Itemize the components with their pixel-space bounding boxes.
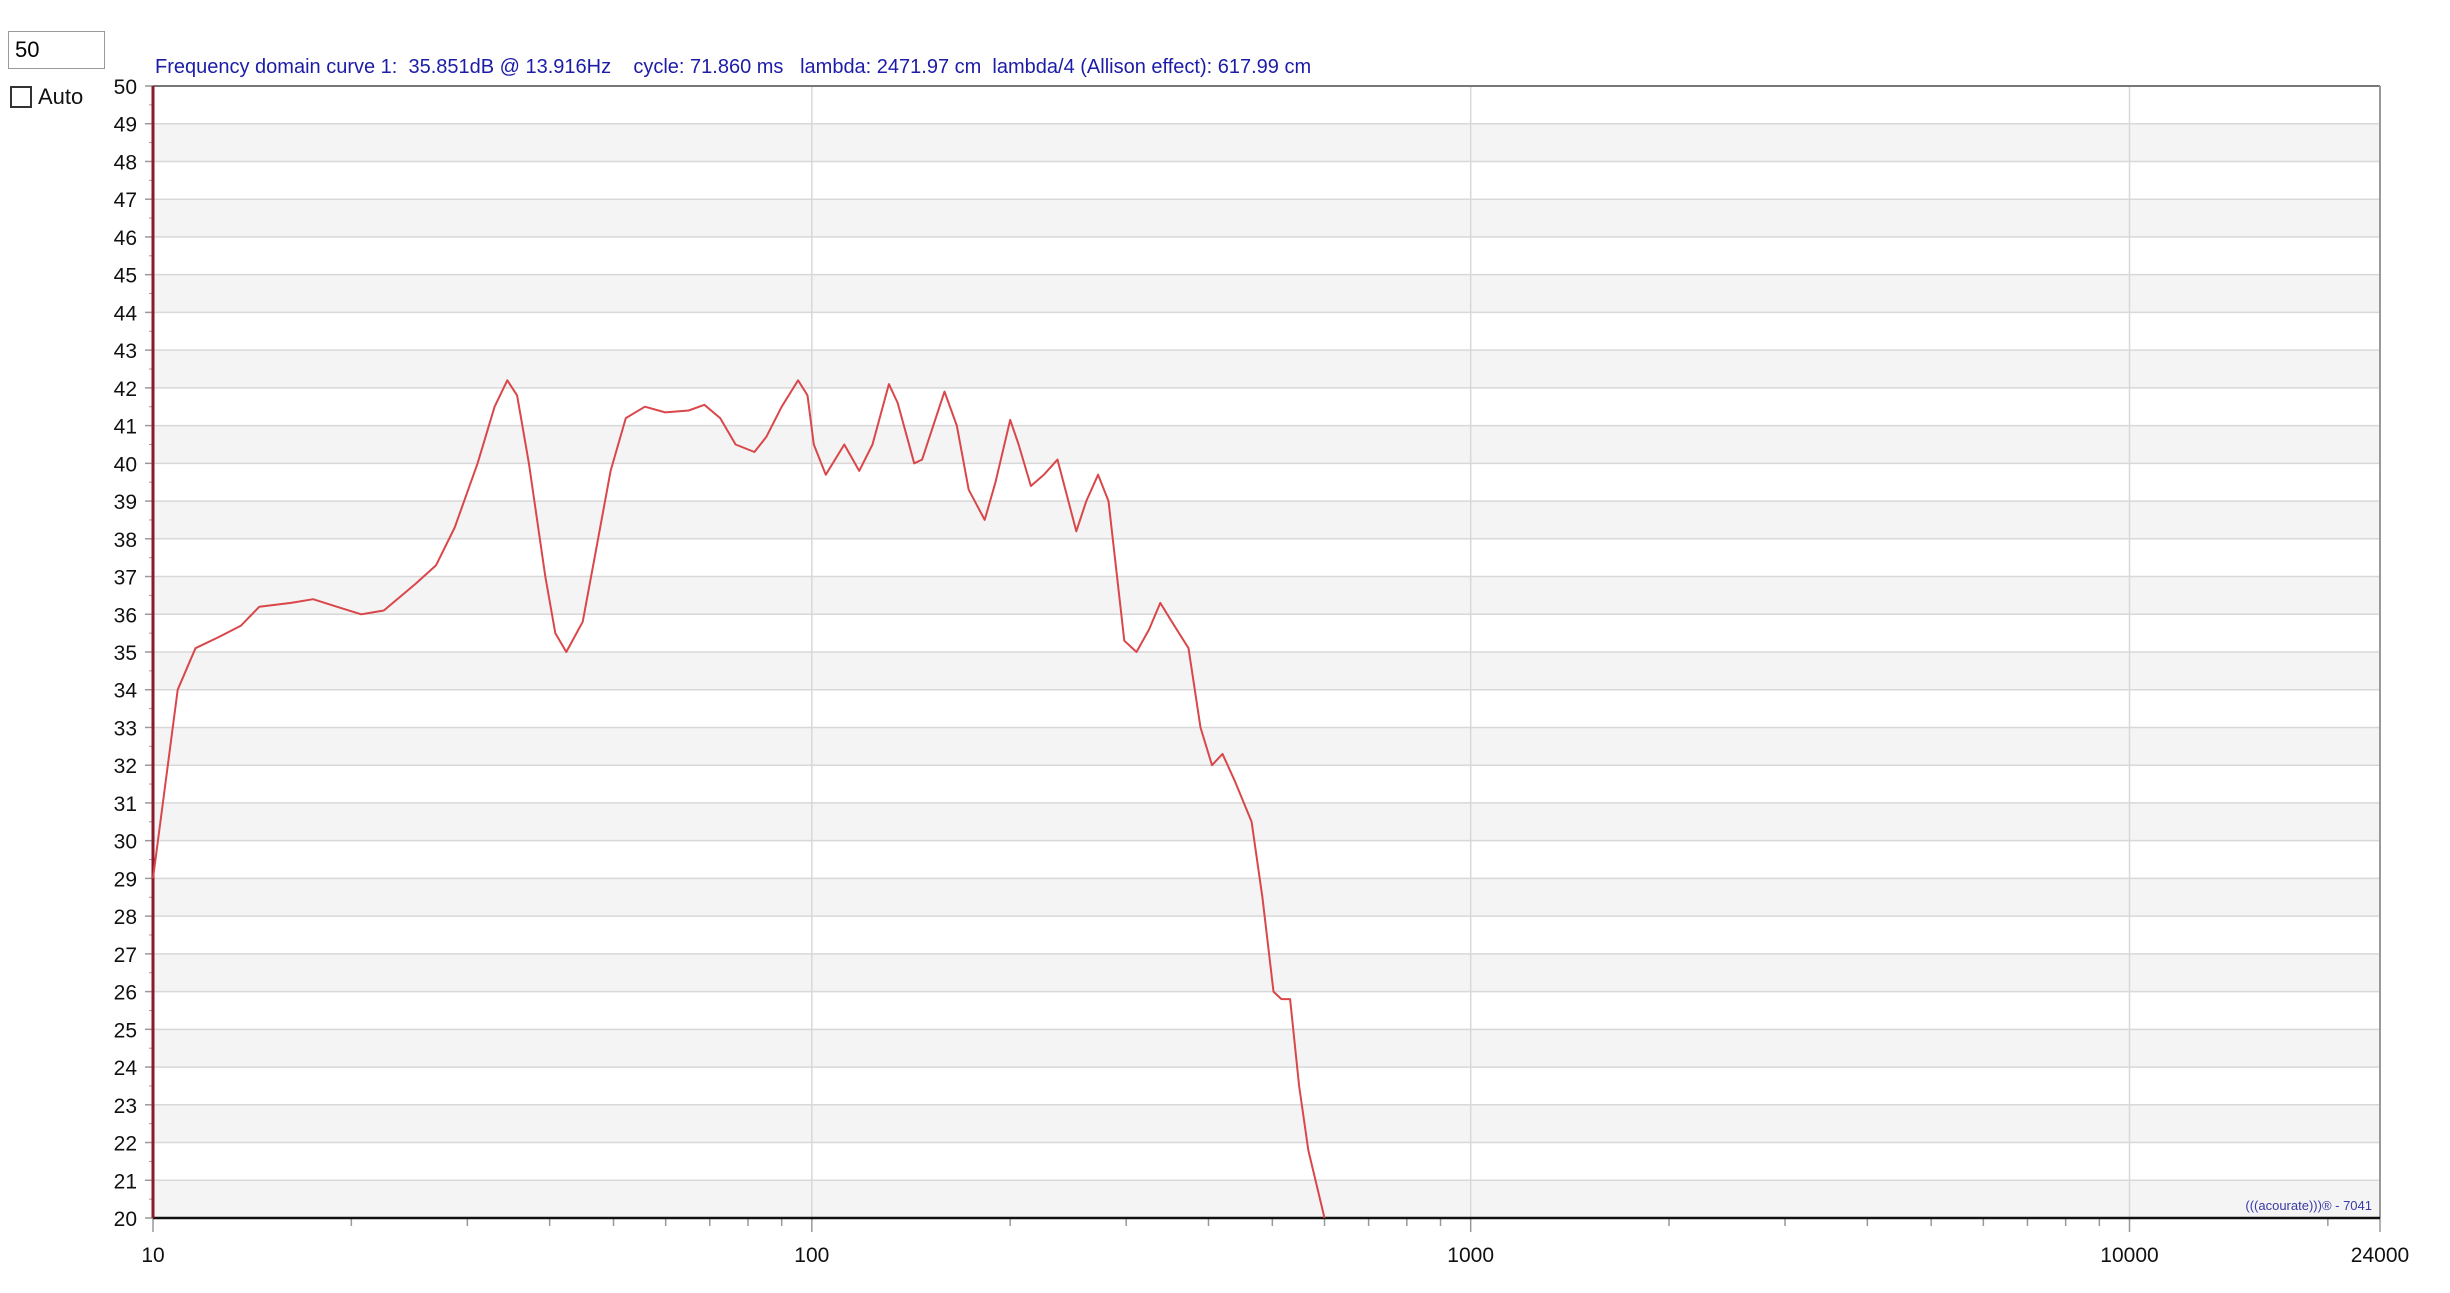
y-tick-label: 35 bbox=[114, 642, 137, 665]
grid-band bbox=[153, 727, 2380, 766]
level-input[interactable] bbox=[8, 31, 105, 69]
y-tick-label: 28 bbox=[114, 906, 137, 929]
y-tick-label: 34 bbox=[114, 680, 138, 703]
curve-readout: Frequency domain curve 1: 35.851dB @ 13.… bbox=[155, 56, 1312, 78]
grid-band bbox=[153, 123, 2380, 162]
grid-band bbox=[153, 501, 2380, 539]
x-tick-label: 100 bbox=[794, 1244, 829, 1267]
x-tick-label: 10000 bbox=[2100, 1244, 2158, 1267]
y-tick-label: 25 bbox=[114, 1019, 137, 1042]
grid-band bbox=[153, 1104, 2380, 1143]
auto-checkbox-box[interactable] bbox=[10, 86, 32, 108]
auto-checkbox[interactable]: Auto bbox=[10, 84, 83, 110]
y-tick-label: 43 bbox=[114, 340, 137, 363]
y-tick-label: 45 bbox=[114, 265, 137, 288]
grid-band bbox=[153, 576, 2380, 615]
y-tick-label: 47 bbox=[114, 189, 137, 212]
y-tick-label: 37 bbox=[114, 567, 137, 590]
y-tick-label: 24 bbox=[114, 1057, 138, 1080]
y-tick-label: 40 bbox=[114, 453, 137, 476]
y-tick-label: 39 bbox=[114, 491, 137, 514]
grid-band bbox=[153, 199, 2380, 237]
y-tick-label: 49 bbox=[114, 114, 137, 137]
y-tick-label: 31 bbox=[114, 793, 137, 816]
grid-band bbox=[153, 878, 2380, 917]
grid-band bbox=[153, 1180, 2380, 1218]
y-tick-label: 29 bbox=[114, 868, 137, 891]
x-tick-label: 24000 bbox=[2351, 1244, 2409, 1267]
watermark: (((acourate)))® - 7041 bbox=[2245, 1198, 2372, 1213]
grid-band bbox=[153, 802, 2380, 841]
y-tick-label: 27 bbox=[114, 944, 137, 967]
y-tick-label: 32 bbox=[114, 755, 137, 778]
y-tick-label: 38 bbox=[114, 529, 137, 552]
y-tick-label: 41 bbox=[114, 416, 137, 439]
x-tick-label: 10 bbox=[141, 1244, 164, 1267]
y-tick-label: 44 bbox=[114, 302, 138, 325]
y-tick-label: 33 bbox=[114, 717, 137, 740]
y-tick-label: 26 bbox=[114, 982, 137, 1005]
y-tick-label: 50 bbox=[114, 76, 137, 99]
frequency-curve bbox=[152, 379, 1326, 1219]
y-tick-label: 22 bbox=[114, 1133, 137, 1156]
grid-band bbox=[153, 1029, 2380, 1068]
y-tick-label: 48 bbox=[114, 151, 137, 174]
x-tick-label: 1000 bbox=[1447, 1244, 1494, 1267]
grid-band bbox=[153, 652, 2380, 690]
auto-label: Auto bbox=[38, 84, 84, 109]
grid-band bbox=[153, 274, 2380, 313]
y-tick-label: 20 bbox=[114, 1208, 137, 1231]
grid-band bbox=[153, 953, 2380, 992]
y-tick-label: 21 bbox=[114, 1170, 137, 1193]
y-tick-label: 42 bbox=[114, 378, 137, 401]
y-tick-label: 30 bbox=[114, 831, 137, 854]
y-tick-label: 23 bbox=[114, 1095, 137, 1118]
y-tick-label: 36 bbox=[114, 604, 137, 627]
y-tick-label: 46 bbox=[114, 227, 137, 250]
grid-band bbox=[153, 350, 2380, 388]
